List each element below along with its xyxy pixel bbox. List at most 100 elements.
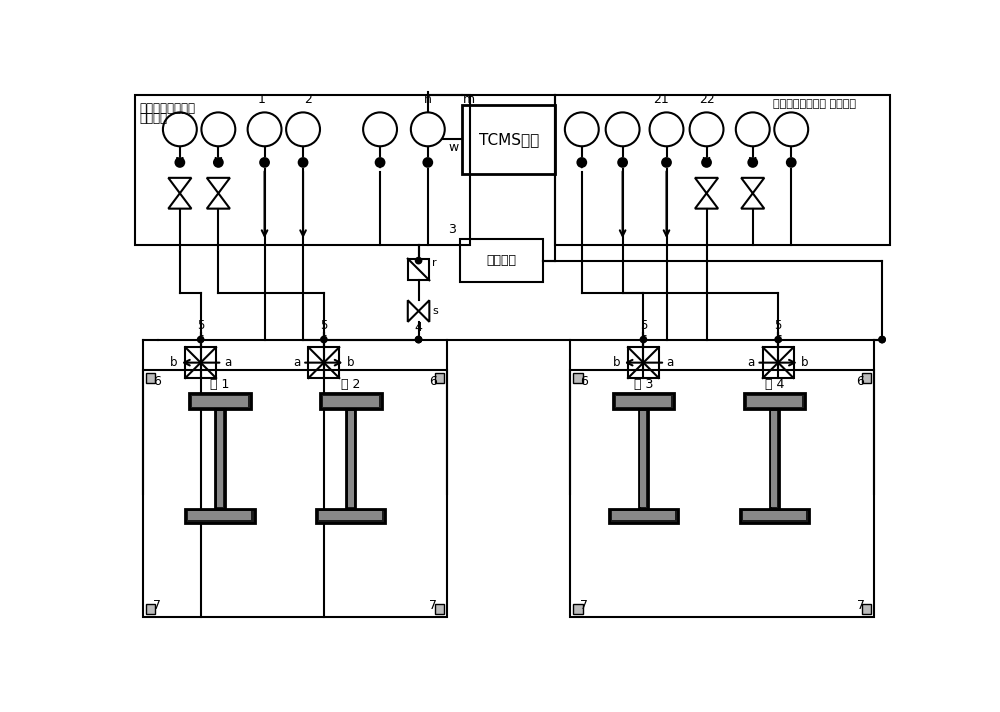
- Text: 5: 5: [640, 319, 647, 333]
- Bar: [609, 509, 678, 523]
- Text: 车载制动控剖模块 气路接口: 车载制动控剖模块 气路接口: [773, 99, 856, 110]
- Circle shape: [174, 157, 185, 168]
- Text: 21: 21: [653, 93, 669, 106]
- Bar: [573, 604, 583, 614]
- Circle shape: [375, 157, 385, 168]
- Circle shape: [298, 157, 308, 168]
- Text: b: b: [170, 356, 177, 369]
- Bar: [743, 511, 806, 520]
- Text: a: a: [293, 356, 301, 369]
- Text: 6: 6: [429, 375, 437, 387]
- Circle shape: [320, 335, 328, 343]
- Text: 轴 4: 轴 4: [765, 377, 784, 391]
- Bar: [462, 105, 555, 174]
- Text: 6: 6: [857, 375, 864, 387]
- Bar: [628, 347, 659, 378]
- Bar: [640, 411, 646, 507]
- Text: w: w: [448, 140, 459, 154]
- Circle shape: [650, 112, 683, 146]
- Circle shape: [747, 157, 758, 168]
- Text: a: a: [748, 356, 755, 369]
- Bar: [740, 509, 809, 523]
- Bar: [348, 411, 354, 507]
- Text: b: b: [613, 356, 620, 369]
- Bar: [323, 396, 379, 407]
- Text: 5: 5: [774, 319, 782, 333]
- Circle shape: [415, 335, 422, 343]
- Bar: [613, 394, 674, 409]
- Text: m: m: [462, 93, 475, 106]
- Circle shape: [415, 335, 422, 343]
- Text: 7: 7: [857, 600, 865, 612]
- Circle shape: [617, 157, 628, 168]
- Bar: [408, 258, 429, 281]
- Bar: [185, 509, 255, 523]
- Circle shape: [422, 157, 433, 168]
- Text: 4: 4: [415, 322, 422, 335]
- Bar: [135, 95, 470, 245]
- Bar: [320, 394, 382, 409]
- Bar: [616, 396, 671, 407]
- Bar: [570, 370, 874, 617]
- Text: 22: 22: [699, 93, 714, 106]
- Text: 2: 2: [304, 93, 312, 106]
- Text: 5: 5: [197, 319, 204, 333]
- Text: c: c: [197, 332, 204, 345]
- Text: 7: 7: [429, 600, 437, 612]
- Circle shape: [197, 335, 205, 343]
- Bar: [435, 373, 444, 382]
- Bar: [217, 411, 223, 507]
- Bar: [143, 370, 447, 617]
- Circle shape: [774, 112, 808, 146]
- Bar: [573, 373, 583, 382]
- Circle shape: [201, 112, 235, 146]
- Bar: [763, 347, 794, 378]
- Text: TCMS系统: TCMS系统: [479, 132, 539, 147]
- Bar: [747, 396, 802, 407]
- Circle shape: [786, 157, 797, 168]
- Text: 气路接口: 气路接口: [139, 112, 167, 125]
- Circle shape: [163, 112, 197, 146]
- Bar: [346, 409, 355, 509]
- Bar: [744, 394, 805, 409]
- Bar: [192, 396, 248, 407]
- Circle shape: [576, 157, 587, 168]
- Bar: [215, 409, 225, 509]
- Text: s: s: [432, 306, 438, 316]
- Bar: [189, 394, 251, 409]
- Bar: [862, 373, 871, 382]
- Text: 3: 3: [448, 223, 456, 236]
- Text: a: a: [224, 356, 231, 369]
- Text: c: c: [775, 332, 781, 345]
- Bar: [146, 373, 155, 382]
- Circle shape: [415, 257, 422, 264]
- Bar: [316, 509, 385, 523]
- Circle shape: [878, 335, 886, 343]
- Text: b: b: [801, 356, 809, 369]
- Text: a: a: [667, 356, 674, 369]
- Bar: [862, 604, 871, 614]
- Text: 7: 7: [580, 600, 588, 612]
- Text: b: b: [347, 356, 355, 369]
- Circle shape: [565, 112, 599, 146]
- Text: n: n: [424, 93, 432, 106]
- Circle shape: [661, 157, 672, 168]
- Text: 轴 3: 轴 3: [634, 377, 653, 391]
- Bar: [146, 604, 155, 614]
- Circle shape: [640, 335, 647, 343]
- Text: r: r: [432, 258, 437, 268]
- Circle shape: [213, 157, 224, 168]
- Circle shape: [701, 157, 712, 168]
- Text: c: c: [321, 332, 327, 345]
- Bar: [639, 409, 648, 509]
- Bar: [319, 511, 382, 520]
- Circle shape: [606, 112, 640, 146]
- Text: 轴 1: 轴 1: [210, 377, 230, 391]
- Circle shape: [878, 335, 886, 343]
- Text: 7: 7: [153, 600, 161, 612]
- Circle shape: [286, 112, 320, 146]
- Text: 制动风缸: 制动风缸: [487, 254, 517, 267]
- Circle shape: [363, 112, 397, 146]
- Text: 5: 5: [320, 319, 328, 333]
- Bar: [555, 95, 890, 245]
